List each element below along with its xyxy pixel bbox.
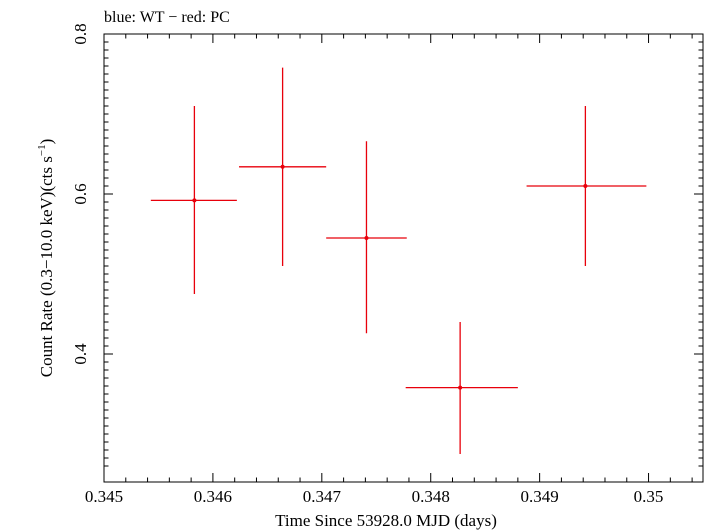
x-tick-label: 0.349 xyxy=(521,487,559,506)
y-tick-label: 0.4 xyxy=(71,343,90,365)
y-axis-label-superscript: −1 xyxy=(36,144,48,156)
tick-labels: 0.345 0.346 0.347 0.348 0.349 0.35 0.4 0.6 0.8 xyxy=(71,23,663,506)
y-axis-label-main: Count Rate (0.3−10.0 keV)(cts s xyxy=(37,156,56,377)
x-tick-label: 0.35 xyxy=(634,487,664,506)
data-point xyxy=(192,198,197,203)
y-axis-label-close: ) xyxy=(37,139,56,145)
data-point xyxy=(583,184,588,188)
chart-title: blue: WT − red: PC xyxy=(104,9,230,26)
x-axis-label: Time Since 53928.0 MJD (days) xyxy=(275,511,497,530)
data-point xyxy=(280,164,285,169)
y-tick-label: 0.6 xyxy=(71,183,90,204)
y-tick-label: 0.8 xyxy=(71,23,90,44)
x-tick-label: 0.346 xyxy=(194,487,232,506)
y-axis-label: Count Rate (0.3−10.0 keV)(cts s−1) xyxy=(36,139,56,378)
data-series xyxy=(150,67,647,454)
x-tick-label: 0.348 xyxy=(412,487,450,506)
x-tick-label: 0.347 xyxy=(303,487,342,506)
data-point xyxy=(458,385,463,390)
data-point xyxy=(364,236,369,240)
axis-ticks xyxy=(103,33,703,482)
x-tick-label: 0.345 xyxy=(85,487,123,506)
